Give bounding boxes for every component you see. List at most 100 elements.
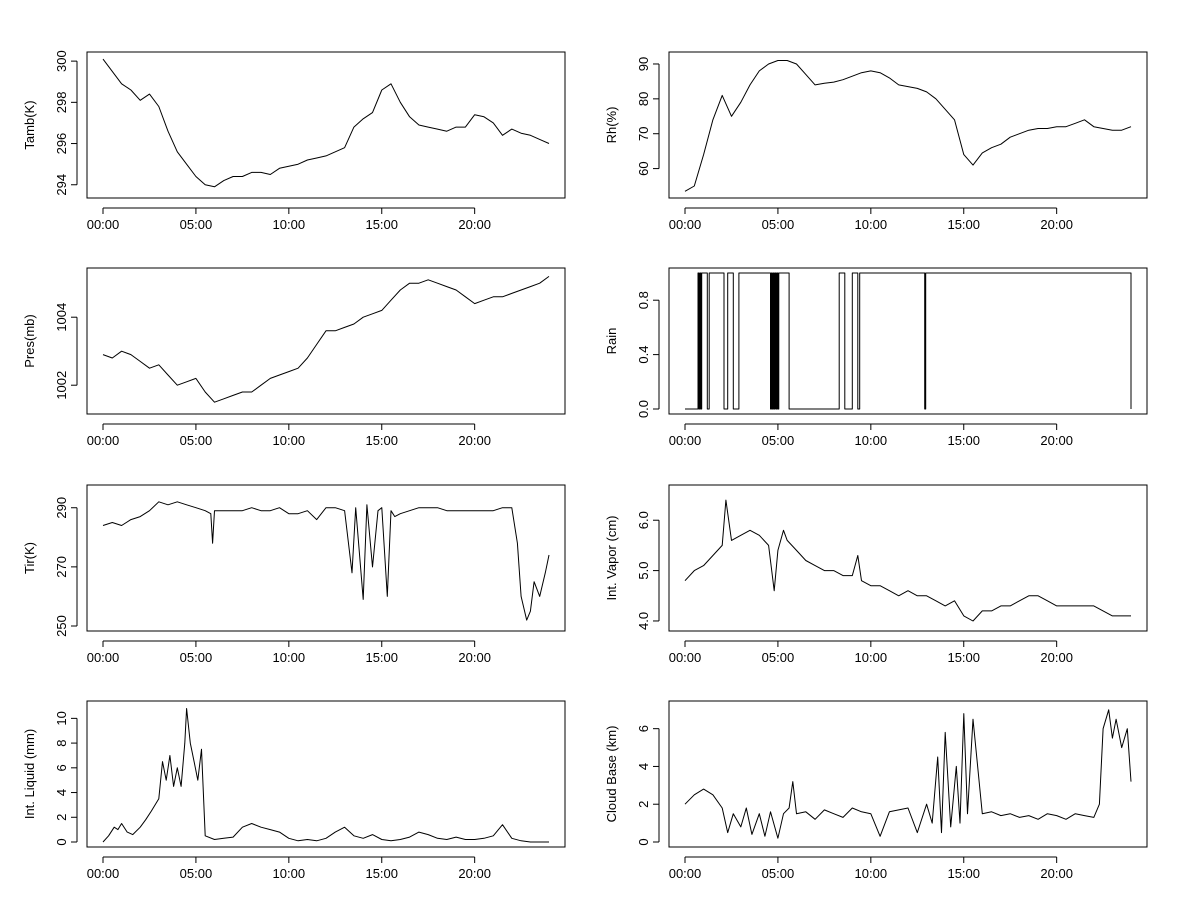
y-tick-label: 298 bbox=[54, 91, 69, 113]
y-tick-label: 0.8 bbox=[636, 291, 651, 309]
series-line bbox=[102, 275, 550, 403]
x-tick-label: 05:00 bbox=[180, 650, 213, 665]
x-tick-label: 15:00 bbox=[365, 650, 398, 665]
y-tick-label: 300 bbox=[54, 50, 69, 72]
series-line bbox=[102, 501, 550, 621]
y-axis-label: Int. Liquid (mm) bbox=[22, 729, 37, 819]
series-line bbox=[685, 272, 1132, 410]
y-tick-label: 80 bbox=[636, 92, 651, 106]
y-tick-label: 296 bbox=[54, 133, 69, 155]
y-tick-label: 10 bbox=[54, 711, 69, 725]
y-tick-label: 294 bbox=[54, 174, 69, 196]
x-tick-label: 05:00 bbox=[180, 866, 213, 881]
panel-4: 00:00 05:00 10:00 15:00 20:00 0.0 0.4 0.8 Rain bbox=[604, 267, 1148, 448]
panel-3: 00:00 05:00 10:00 15:00 20:00 1002 1004 Pres(mb… bbox=[22, 267, 566, 448]
x-tick-label: 10:00 bbox=[855, 433, 888, 448]
panel-8: 00:00 05:00 10:00 15:00 20:00 0 2 4 6 Cloud Base … bbox=[604, 700, 1148, 881]
x-tick-label: 10:00 bbox=[855, 650, 888, 665]
panel-5: 00:00 05:00 10:00 15:00 20:00 250 270 290 Tir(K) bbox=[22, 484, 566, 665]
y-axis-label: Int. Vapor (cm) bbox=[604, 515, 619, 600]
panel-6: 00:00 05:00 10:00 15:00 20:00 4.0 5.0 6.0 Int. V… bbox=[604, 484, 1148, 665]
x-tick-label: 20:00 bbox=[458, 433, 491, 448]
y-axis-label: Rh(%) bbox=[604, 107, 619, 144]
x-tick-label: 00:00 bbox=[669, 217, 702, 232]
x-tick-label: 15:00 bbox=[947, 433, 980, 448]
x-tick-label: 15:00 bbox=[947, 866, 980, 881]
y-tick-label: 6 bbox=[636, 725, 651, 732]
x-tick-label: 10:00 bbox=[273, 650, 306, 665]
y-tick-label: 90 bbox=[636, 57, 651, 71]
y-tick-label: 4 bbox=[54, 789, 69, 796]
y-axis-label: Tir(K) bbox=[22, 542, 37, 574]
y-tick-label: 60 bbox=[636, 161, 651, 175]
x-tick-label: 10:00 bbox=[855, 866, 888, 881]
y-tick-label: 5.0 bbox=[636, 562, 651, 580]
y-tick-label: 2 bbox=[54, 814, 69, 821]
x-tick-label: 00:00 bbox=[87, 433, 120, 448]
y-tick-label: 0.0 bbox=[636, 400, 651, 418]
y-axis-label: Tamb(K) bbox=[22, 100, 37, 149]
series-line bbox=[102, 58, 550, 188]
x-tick-label: 20:00 bbox=[458, 866, 491, 881]
plot-frame bbox=[86, 700, 566, 848]
x-tick-label: 10:00 bbox=[273, 433, 306, 448]
series-line bbox=[684, 60, 1132, 192]
series-line bbox=[102, 708, 549, 843]
y-tick-label: 0 bbox=[54, 838, 69, 845]
x-tick-label: 15:00 bbox=[947, 217, 980, 232]
x-tick-label: 20:00 bbox=[1040, 433, 1073, 448]
plot-frame bbox=[86, 484, 566, 632]
x-tick-label: 20:00 bbox=[1040, 866, 1073, 881]
x-tick-label: 20:00 bbox=[458, 217, 491, 232]
x-tick-label: 05:00 bbox=[180, 217, 213, 232]
x-tick-label: 05:00 bbox=[762, 433, 795, 448]
y-tick-label: 6.0 bbox=[636, 511, 651, 529]
y-tick-label: 0.4 bbox=[636, 346, 651, 364]
x-tick-label: 20:00 bbox=[1040, 217, 1073, 232]
series-line bbox=[684, 499, 1131, 622]
x-tick-label: 10:00 bbox=[273, 866, 306, 881]
panel-2: 00:00 05:00 10:00 15:00 20:00 60 70 80 90 Rh(%) bbox=[604, 51, 1148, 232]
x-tick-label: 00:00 bbox=[669, 433, 702, 448]
x-tick-label: 20:00 bbox=[1040, 650, 1073, 665]
plot-frame bbox=[668, 267, 1148, 415]
y-tick-label: 4.0 bbox=[636, 612, 651, 630]
series-line bbox=[684, 709, 1132, 839]
plot-frame bbox=[668, 484, 1148, 632]
plot-frame bbox=[86, 51, 566, 199]
x-tick-label: 05:00 bbox=[762, 866, 795, 881]
x-tick-label: 15:00 bbox=[947, 650, 980, 665]
y-tick-label: 8 bbox=[54, 739, 69, 746]
x-tick-label: 05:00 bbox=[762, 650, 795, 665]
panel-1: 00:00 05:00 10:00 15:00 20:00 294 296 298 300 Tam… bbox=[22, 50, 566, 232]
y-tick-label: 70 bbox=[636, 126, 651, 140]
y-axis-label: Rain bbox=[604, 328, 619, 355]
y-tick-label: 270 bbox=[54, 556, 69, 578]
y-axis-label: Pres(mb) bbox=[22, 314, 37, 367]
y-tick-label: 290 bbox=[54, 497, 69, 519]
x-tick-label: 00:00 bbox=[87, 866, 120, 881]
y-axis-label: Cloud Base (km) bbox=[604, 726, 619, 823]
y-tick-label: 4 bbox=[636, 763, 651, 770]
x-tick-label: 00:00 bbox=[669, 650, 702, 665]
x-tick-label: 00:00 bbox=[87, 650, 120, 665]
y-tick-label: 1004 bbox=[54, 303, 69, 332]
panel-7: 00:00 05:00 10:00 15:00 20:00 0 2 4 6 8 10 Int. Liq… bbox=[22, 700, 566, 881]
x-tick-label: 20:00 bbox=[458, 650, 491, 665]
y-tick-label: 2 bbox=[636, 801, 651, 808]
x-tick-label: 10:00 bbox=[855, 217, 888, 232]
y-tick-label: 1002 bbox=[54, 371, 69, 400]
plot-frame bbox=[668, 700, 1148, 848]
plot-frame bbox=[86, 267, 566, 415]
y-tick-label: 0 bbox=[636, 838, 651, 845]
x-tick-label: 00:00 bbox=[669, 866, 702, 881]
x-tick-label: 15:00 bbox=[365, 433, 398, 448]
x-tick-label: 00:00 bbox=[87, 217, 120, 232]
x-tick-label: 15:00 bbox=[365, 866, 398, 881]
x-tick-label: 10:00 bbox=[273, 217, 306, 232]
x-tick-label: 15:00 bbox=[365, 217, 398, 232]
x-tick-label: 05:00 bbox=[762, 217, 795, 232]
y-tick-label: 250 bbox=[54, 615, 69, 637]
y-tick-label: 6 bbox=[54, 764, 69, 771]
